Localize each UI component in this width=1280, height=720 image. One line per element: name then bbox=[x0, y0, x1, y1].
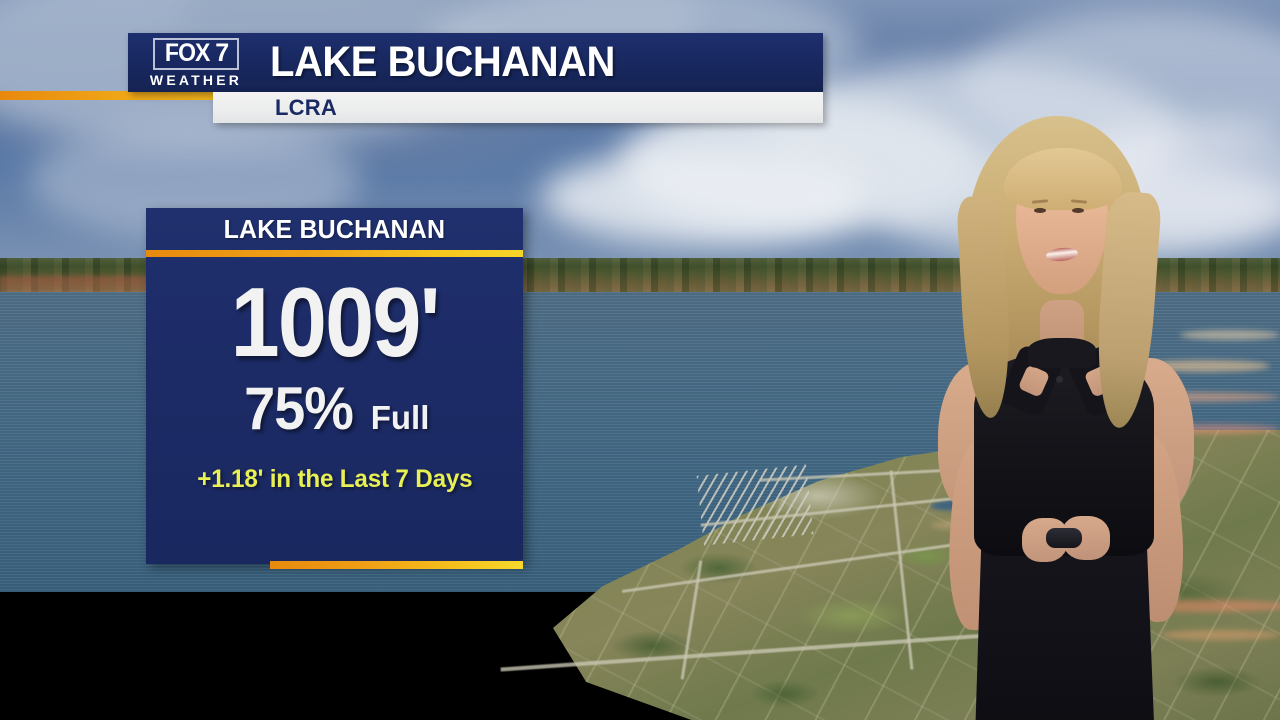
dress-collar bbox=[1028, 338, 1096, 368]
capacity-row: 75% Full bbox=[240, 379, 430, 439]
banner-headline: LAKE BUCHANAN bbox=[270, 38, 615, 86]
presentation-clicker bbox=[1046, 528, 1082, 548]
lake-level-panel: LAKE BUCHANAN 1009' 75% Full +1.18' in t… bbox=[146, 208, 523, 569]
eye-left bbox=[1034, 208, 1046, 213]
capacity-percent: 75% bbox=[243, 375, 354, 442]
capacity-label: Full bbox=[370, 399, 430, 436]
hair-fringe bbox=[1004, 148, 1122, 210]
weather-wordmark: WEATHER bbox=[149, 71, 243, 88]
channel-number: 7 bbox=[215, 38, 230, 67]
fox7-logo-box: FOX 7 bbox=[152, 37, 240, 70]
lapel-microphone bbox=[1056, 376, 1063, 383]
fox7-weather-logo: FOX 7 WEATHER bbox=[128, 33, 264, 92]
source-banner: LCRA bbox=[213, 92, 823, 123]
header-accent-rule bbox=[0, 91, 213, 100]
data-source-label: LCRA bbox=[275, 94, 337, 120]
water-specular-highlight bbox=[1160, 630, 1280, 640]
water-specular-highlight bbox=[1180, 330, 1280, 340]
lake-level-value: 1009' bbox=[230, 267, 440, 377]
panel-accent-bottom bbox=[270, 561, 523, 569]
water-specular-highlight bbox=[1150, 424, 1280, 434]
dress-skirt bbox=[973, 530, 1157, 720]
fox-wordmark: FOX bbox=[164, 38, 210, 67]
level-change-note: +1.18' in the Last 7 Days bbox=[196, 465, 473, 493]
meteorologist-figure bbox=[900, 100, 1240, 720]
panel-accent-top bbox=[146, 250, 523, 257]
cloud-shape bbox=[540, 150, 870, 245]
eye-right bbox=[1072, 208, 1084, 213]
panel-title: LAKE BUCHANAN bbox=[223, 214, 446, 244]
title-banner: FOX 7 WEATHER LAKE BUCHANAN bbox=[128, 33, 823, 92]
